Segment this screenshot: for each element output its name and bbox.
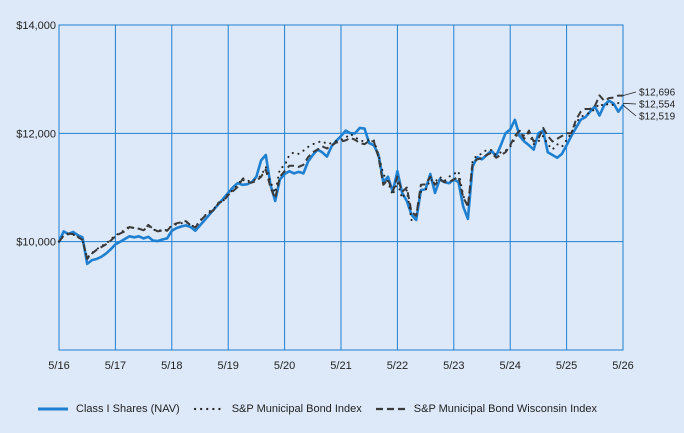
series-line-dashed [58,94,623,260]
x-axis-tick-labels: 5/16 5/17 5/18 5/19 5/20 5/21 5/22 5/23 5/24 5/25… [48,360,633,372]
x-tick-label: 5/20 [274,360,295,372]
x-tick-label: 5/26 [612,360,633,372]
end-value-labels: $12,696$12,554$12,519 [622,88,676,123]
legend-swatch-dashed [375,407,406,411]
end-value-label: $12,519 [639,112,676,123]
y-tick-label: $14,000 [16,20,56,32]
end-label-leader [622,102,637,105]
legend-label-sp-municipal-bond-wisconsin: S&P Municipal Bond Wisconsin Index [413,403,597,415]
legend-swatch-solid [38,407,68,411]
end-value-label: $12,696 [639,88,676,99]
y-tick-label: $12,000 [16,128,56,140]
legend-label-class-i-shares: Class I Shares (NAV) [76,403,180,415]
series-lines [57,94,625,266]
x-tick-label: 5/16 [48,360,69,372]
x-tick-label: 5/21 [330,360,351,372]
legend-item-sp-municipal-bond: S&P Municipal Bond Index [193,403,362,415]
end-value-label: $12,554 [639,100,676,111]
legend-swatch-dotted [193,407,224,411]
legend-item-class-i-shares: Class I Shares (NAV) [38,403,180,415]
line-chart: $10,000$12,000$14,000 5/16 5/17 5/18 5/19 5/… [16,20,676,372]
legend-label-sp-municipal-bond: S&P Municipal Bond Index [231,403,362,415]
y-tick-label: $10,000 [16,237,56,249]
end-label-leader [622,91,637,97]
series-line-dotted [58,102,624,259]
legend-item-sp-municipal-bond-wisconsin: S&P Municipal Bond Wisconsin Index [375,403,597,415]
chart-legend: Class I Shares (NAV) S&P Municipal Bond … [38,400,611,418]
x-tick-label: 5/19 [217,360,238,372]
x-tick-label: 5/22 [387,360,408,372]
x-tick-label: 5/25 [556,360,577,372]
x-tick-label: 5/17 [105,360,126,372]
x-tick-label: 5/18 [161,360,182,372]
x-tick-label: 5/24 [499,360,520,372]
series-line-solid [57,99,625,266]
y-axis-tick-labels: $10,000 $12,000 $14,000 [16,20,56,249]
x-tick-label: 5/23 [443,360,464,372]
end-label-leader [622,104,637,117]
chart-grid [58,24,624,351]
